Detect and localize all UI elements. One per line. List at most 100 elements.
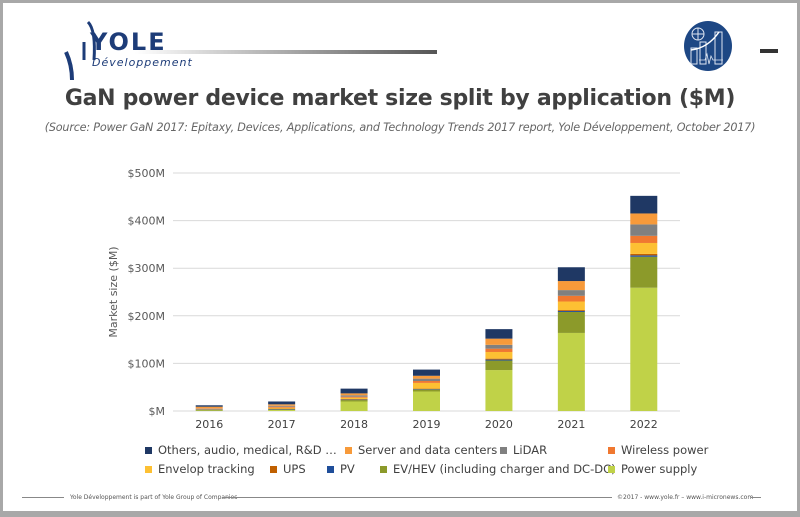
legend-label: UPS — [283, 462, 306, 476]
bar-segment — [268, 407, 296, 409]
bar-segment — [557, 311, 585, 333]
legend-label: Others, audio, medical, R&D … — [158, 443, 337, 457]
legend-item: Server and data centers — [345, 443, 497, 457]
header-divider — [135, 50, 437, 54]
legend-swatch — [380, 465, 387, 473]
bar-segment — [340, 388, 368, 394]
x-tick-label: 2022 — [630, 418, 658, 431]
bar-segment — [630, 256, 658, 288]
legend-swatch — [145, 465, 152, 473]
bar-segment — [195, 406, 223, 409]
footer-line — [222, 497, 612, 498]
stacked-bar-chart: $M $100M $200M $300M $400M $500M Market size (… — [107, 167, 680, 431]
legend-label: EV/HEV (including charger and DC-DC) — [393, 462, 616, 476]
bar-segment — [630, 213, 658, 225]
bar-segment — [485, 344, 513, 349]
legend-swatch — [145, 446, 152, 454]
bar-segment — [340, 400, 368, 402]
chart-title: GaN power device market size split by ap… — [64, 86, 736, 111]
bar-segment — [630, 195, 658, 214]
bar-segment — [485, 351, 513, 359]
legend-label: LiDAR — [513, 443, 548, 457]
x-tick-label: 2018 — [340, 418, 368, 431]
bar-segment — [557, 281, 585, 291]
legend-label: Server and data centers — [358, 443, 498, 457]
legend-item: Envelop tracking — [145, 462, 255, 476]
bar-segment — [557, 311, 585, 312]
legend-item: Wireless power — [608, 443, 708, 457]
legend-item: UPS — [270, 462, 306, 476]
bar-segment — [268, 401, 296, 405]
bar-segment — [485, 360, 513, 371]
x-tick-label: 2019 — [413, 418, 441, 431]
y-tick-label: $500M — [128, 167, 166, 180]
y-tick-label: $100M — [128, 357, 166, 370]
legend-item: LiDAR — [500, 443, 547, 457]
legend-item: PV — [327, 462, 355, 476]
footer-line — [22, 497, 64, 498]
bar-segment — [413, 378, 440, 382]
legend-swatch — [608, 446, 615, 454]
legend-label: Envelop tracking — [158, 462, 255, 476]
y-axis-label: Market size ($M) — [107, 246, 120, 337]
bar-segment — [340, 397, 368, 400]
bar-segment — [485, 358, 513, 360]
slide-frame — [3, 3, 797, 511]
bar-segment — [413, 382, 440, 389]
footer-line — [751, 497, 761, 498]
legend-item: Others, audio, medical, R&D … — [145, 443, 337, 457]
x-tick-label: 2020 — [485, 418, 513, 431]
bar-segment — [630, 235, 658, 243]
bar-segment — [630, 224, 658, 236]
legend-swatch — [608, 465, 615, 473]
y-tick-label: $200M — [128, 310, 166, 323]
bar-segment — [340, 395, 368, 397]
logo-mark-icon — [64, 20, 96, 80]
bar-segment — [340, 396, 368, 398]
bar-segment — [557, 267, 585, 282]
bar-segment — [413, 381, 440, 383]
bar-segment — [195, 405, 223, 407]
bar-segment — [413, 391, 440, 411]
bar-segment — [485, 348, 513, 352]
legend-item: Power supply — [608, 462, 697, 476]
x-tick-label: 2017 — [268, 418, 296, 431]
y-tick-label: $300M — [128, 262, 166, 275]
header-dash — [760, 49, 778, 53]
bar-segment — [485, 370, 513, 411]
y-tick-label: $400M — [128, 215, 166, 228]
legend-swatch — [327, 465, 334, 473]
bar-segment — [557, 295, 585, 302]
legend-swatch — [270, 465, 277, 473]
x-tick-label: 2021 — [557, 418, 585, 431]
bar-segment — [413, 375, 440, 379]
logo-subtext: Développement — [92, 56, 193, 69]
bar-segment — [268, 406, 296, 408]
footer-left: Yole Développement is part of Yole Group… — [70, 494, 238, 501]
bar-segment — [630, 287, 658, 411]
bar-segment — [413, 389, 440, 392]
bar-segment — [340, 393, 368, 396]
bar-segment — [630, 253, 658, 256]
bar-segment — [485, 338, 513, 345]
bar-segment — [485, 329, 513, 339]
footer-right: ©2017 - www.yole.fr – www.i-micronews.co… — [617, 494, 754, 501]
chart-subtitle: (Source: Power GaN 2017: Epitaxy, Device… — [44, 121, 756, 134]
bar-segment — [413, 369, 440, 376]
legend-item: EV/HEV (including charger and DC-DC) — [380, 462, 616, 476]
bar-segment — [485, 359, 513, 361]
bar-segment — [557, 332, 585, 411]
bar-segment — [268, 410, 296, 411]
bar-segment — [557, 301, 585, 311]
legend-label: Wireless power — [621, 443, 709, 457]
bar-segment — [557, 290, 585, 296]
y-tick-label: $M — [149, 405, 166, 418]
market-chart-badge-icon — [684, 21, 732, 71]
bar-segment — [630, 242, 658, 254]
legend-label: PV — [340, 462, 355, 476]
legend-label: Power supply — [621, 462, 698, 476]
x-tick-label: 2016 — [195, 418, 223, 431]
bar-segment — [630, 255, 658, 257]
bar-segment — [268, 404, 296, 406]
legend-swatch — [345, 446, 352, 454]
